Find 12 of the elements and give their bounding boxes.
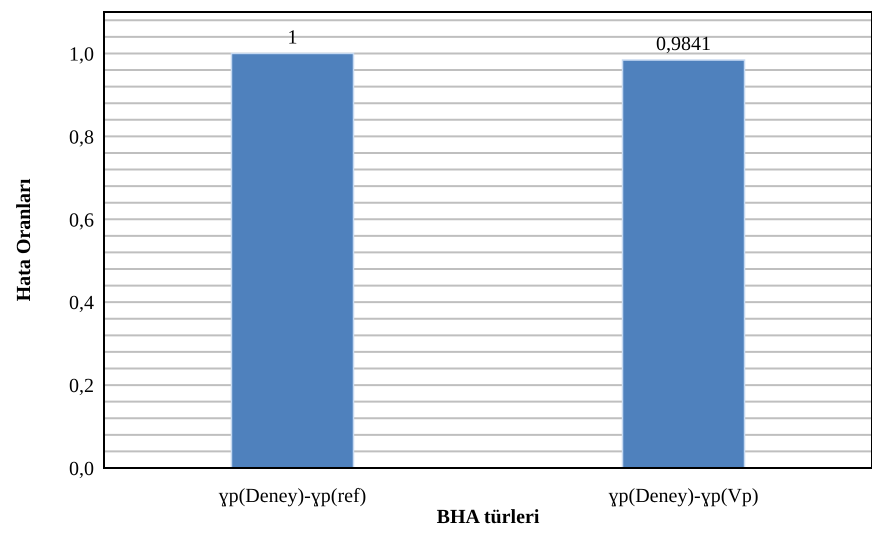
y-tick-label: 0,6 [69, 209, 94, 232]
y-tick-label: 0,4 [69, 292, 94, 314]
y-axis-title: Hata Oranları [13, 178, 35, 302]
x-tick-label: ɣp(Deney)-ɣp(Vp) [608, 485, 758, 507]
data-label: 0,9841 [656, 33, 712, 56]
data-label: 1 [287, 26, 298, 48]
y-tick-label: 0,0 [69, 458, 94, 480]
x-tick-label: ɣp(Deney)-ɣp(ref) [218, 485, 366, 507]
x-axis-title: BHA türleri [436, 506, 540, 528]
y-tick-label: 0,2 [69, 375, 94, 398]
y-tick-label: 0,8 [69, 126, 94, 148]
y-tick-label: 1,0 [69, 43, 94, 66]
